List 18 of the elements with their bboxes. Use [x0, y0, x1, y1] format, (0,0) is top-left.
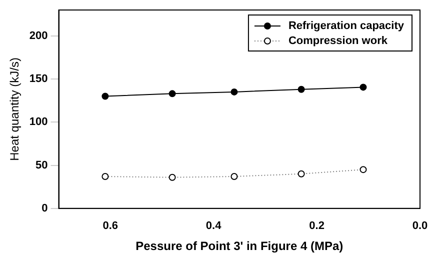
- y-tick-label: 50: [36, 159, 48, 172]
- x-tick-label: 0.2: [309, 220, 324, 232]
- x-tick-label: 0.6: [102, 220, 118, 232]
- legend-label: Refrigeration capacity: [288, 20, 405, 32]
- x-tick-label: 0.4: [206, 220, 222, 232]
- y-axis-title: Heat quantity (kJ/s): [8, 58, 22, 161]
- point: [102, 92, 109, 100]
- point: [168, 90, 176, 98]
- x-axis-title: Pessure of Point 3' in Figure 4 (MPa): [136, 239, 344, 254]
- point: [360, 84, 367, 91]
- point: [230, 88, 238, 96]
- y-tick-label: 0: [42, 202, 48, 214]
- x-tick-label: 0.0: [412, 220, 428, 232]
- legend-label: Compression work: [288, 35, 388, 48]
- y-tick-label: 200: [29, 30, 48, 42]
- y-tick-label: 150: [29, 73, 48, 86]
- y-tick-label: 100: [29, 116, 48, 128]
- point: [298, 86, 305, 93]
